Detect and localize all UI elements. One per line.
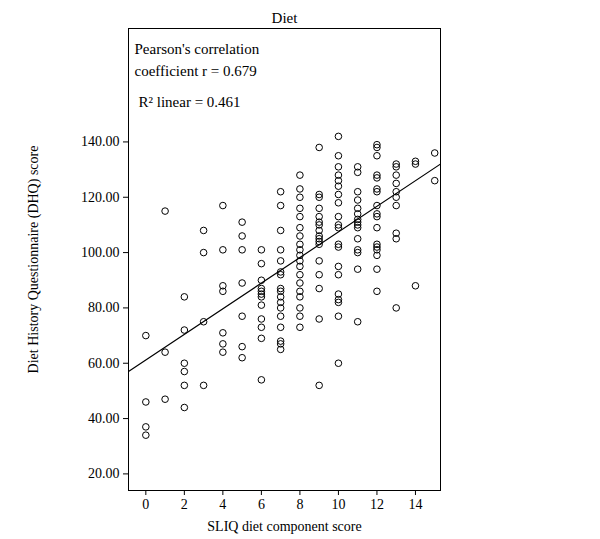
svg-text:Diet History Questionnaire (DH: Diet History Questionnaire (DHQ) score [26, 146, 42, 374]
svg-text:20.00: 20.00 [88, 466, 120, 481]
svg-text:R² linear = 0.461: R² linear = 0.461 [139, 94, 241, 110]
svg-text:4: 4 [219, 497, 226, 512]
svg-text:40.00: 40.00 [88, 411, 120, 426]
svg-text:Diet: Diet [272, 10, 299, 26]
svg-text:100.00: 100.00 [81, 245, 120, 260]
svg-text:12: 12 [370, 497, 384, 512]
svg-text:6: 6 [258, 497, 265, 512]
svg-text:coefficient r = 0.679: coefficient r = 0.679 [135, 63, 257, 79]
svg-text:60.00: 60.00 [88, 356, 120, 371]
svg-text:140.00: 140.00 [81, 134, 120, 149]
svg-text:80.00: 80.00 [88, 300, 120, 315]
svg-text:120.00: 120.00 [81, 190, 120, 205]
svg-text:Pearson's correlation: Pearson's correlation [135, 41, 260, 57]
svg-text:0: 0 [142, 497, 149, 512]
svg-text:10: 10 [331, 497, 345, 512]
svg-text:SLIQ diet component score: SLIQ diet component score [207, 519, 361, 534]
svg-text:2: 2 [181, 497, 188, 512]
svg-text:8: 8 [296, 497, 303, 512]
svg-text:14: 14 [408, 497, 422, 512]
